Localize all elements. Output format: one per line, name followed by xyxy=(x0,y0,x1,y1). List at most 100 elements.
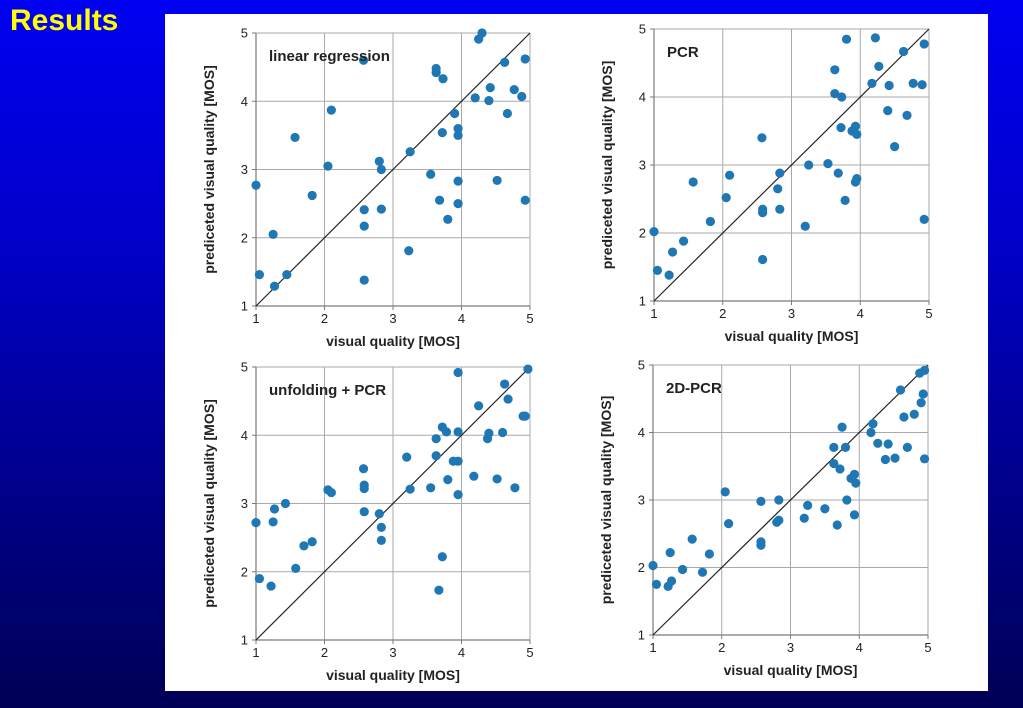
data-point xyxy=(477,28,487,38)
slide-title: Results xyxy=(10,4,119,37)
data-point xyxy=(820,504,830,514)
data-point xyxy=(431,451,441,461)
data-point xyxy=(254,573,265,584)
x-tick-label: 5 xyxy=(526,311,533,326)
y-tick-label: 3 xyxy=(638,493,645,508)
y-axis-label: prediceted visual quality [MOS] xyxy=(201,65,217,274)
data-point xyxy=(453,176,463,186)
data-point xyxy=(919,365,930,375)
data-point xyxy=(450,108,460,119)
data-point xyxy=(374,156,384,166)
y-tick-label: 3 xyxy=(241,496,248,511)
data-point xyxy=(523,364,533,374)
y-tick-label: 3 xyxy=(639,158,646,173)
data-point xyxy=(358,55,369,65)
data-point xyxy=(774,495,784,505)
data-point xyxy=(651,579,662,589)
data-point xyxy=(453,130,463,140)
data-point xyxy=(758,208,768,218)
data-point xyxy=(374,509,384,519)
data-point xyxy=(520,411,530,421)
data-point xyxy=(874,61,884,71)
data-point xyxy=(520,195,530,205)
data-point xyxy=(359,483,369,494)
data-point xyxy=(756,496,766,506)
data-point xyxy=(837,422,847,432)
data-point xyxy=(919,454,930,464)
x-tick-label: 5 xyxy=(924,640,931,655)
data-point xyxy=(850,177,861,187)
x-tick-label: 1 xyxy=(649,640,656,655)
data-point xyxy=(758,254,768,265)
x-tick-label: 1 xyxy=(252,311,259,326)
x-tick-label: 4 xyxy=(856,640,863,655)
data-point xyxy=(358,464,369,474)
x-tick-label: 3 xyxy=(389,645,396,660)
x-tick-label: 3 xyxy=(787,640,794,655)
data-point xyxy=(866,427,876,438)
data-point xyxy=(902,442,912,452)
data-point xyxy=(484,428,494,438)
data-point xyxy=(503,394,513,404)
reference-line xyxy=(255,366,531,641)
data-point xyxy=(431,67,441,78)
data-point xyxy=(803,500,813,510)
data-point xyxy=(443,475,453,485)
data-point xyxy=(890,142,900,152)
data-point xyxy=(880,454,890,465)
data-point xyxy=(251,518,261,528)
data-point xyxy=(269,504,280,514)
chart-3: 1 2 3 4 5 1 2 3 4 5 unfolding + PCR visual quality … xyxy=(201,360,534,684)
data-point xyxy=(498,427,508,438)
data-point xyxy=(405,147,415,157)
data-point xyxy=(773,184,783,194)
x-tick-label: 3 xyxy=(389,311,396,326)
chart-title: 2D-PCR xyxy=(666,380,722,397)
data-point xyxy=(509,85,519,95)
data-point xyxy=(441,427,452,437)
data-point xyxy=(757,133,767,143)
data-point xyxy=(434,585,444,595)
data-point xyxy=(756,540,766,550)
data-point xyxy=(841,34,852,44)
data-point xyxy=(890,453,900,463)
chart-title: linear regression xyxy=(269,48,390,65)
x-tick-label: 2 xyxy=(321,645,328,660)
data-point xyxy=(326,105,336,115)
data-point xyxy=(852,129,862,139)
x-tick-label: 4 xyxy=(458,311,465,326)
x-axis-label: visual quality [MOS] xyxy=(326,667,460,683)
data-point xyxy=(837,92,847,102)
reference-line xyxy=(653,28,930,302)
data-point xyxy=(867,78,877,88)
data-point xyxy=(376,204,386,214)
y-tick-label: 5 xyxy=(639,22,646,37)
data-point xyxy=(774,515,784,525)
data-point xyxy=(376,522,386,532)
y-tick-label: 2 xyxy=(241,230,248,245)
data-point xyxy=(899,412,909,422)
data-point xyxy=(426,483,436,493)
data-point xyxy=(359,275,369,285)
data-point xyxy=(721,193,731,203)
x-tick-label: 3 xyxy=(788,306,795,321)
data-point xyxy=(402,452,412,462)
data-point xyxy=(280,498,291,509)
data-point xyxy=(688,177,698,187)
data-point xyxy=(266,581,276,591)
data-point xyxy=(517,91,527,102)
data-point xyxy=(916,398,926,408)
data-point xyxy=(453,456,463,466)
data-point xyxy=(804,160,814,170)
data-point xyxy=(500,57,510,67)
data-point xyxy=(438,74,448,84)
data-point xyxy=(918,389,928,399)
y-axis-label: prediceted visual quality [MOS] xyxy=(201,399,217,608)
data-point xyxy=(677,564,688,575)
data-point xyxy=(775,168,785,178)
data-point xyxy=(687,534,697,544)
data-point xyxy=(469,471,479,481)
data-point xyxy=(883,439,893,449)
data-point xyxy=(697,567,708,577)
data-point xyxy=(474,401,484,411)
